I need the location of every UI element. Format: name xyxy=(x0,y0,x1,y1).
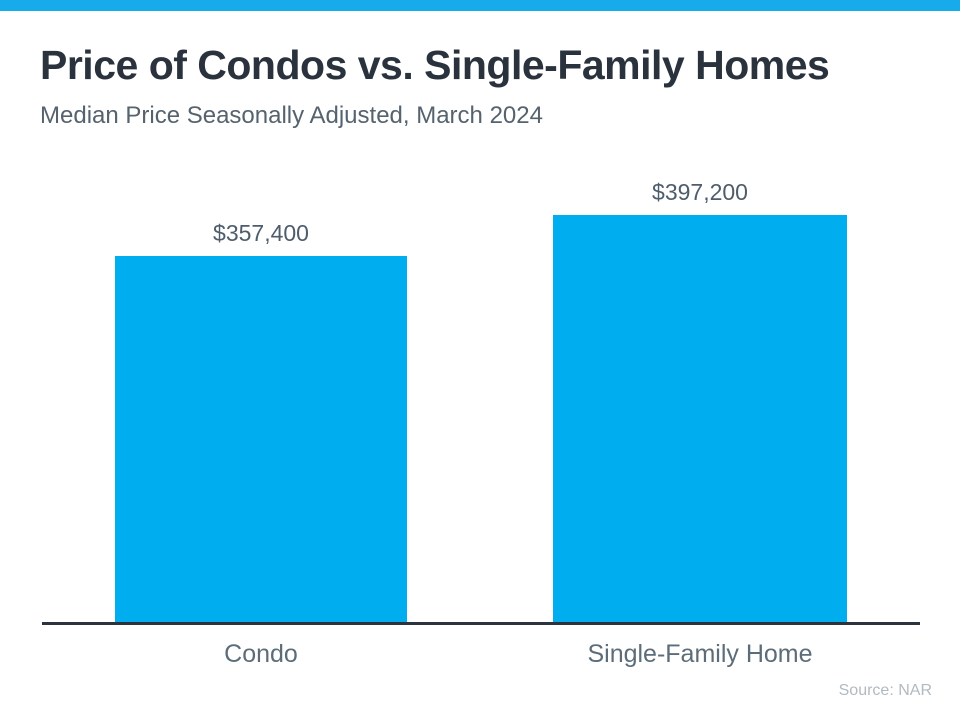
bar-group-condo: $357,400 xyxy=(115,220,407,624)
bar-chart: $357,400 $397,200 xyxy=(42,179,920,625)
bar-value-label-condo: $357,400 xyxy=(213,220,309,246)
bar-group-single-family-home: $397,200 xyxy=(553,179,847,624)
page-title: Price of Condos vs. Single-Family Homes xyxy=(40,42,830,88)
top-accent-bar xyxy=(0,0,960,11)
category-label-condo: Condo xyxy=(224,640,298,668)
page-subtitle: Median Price Seasonally Adjusted, March … xyxy=(40,102,543,129)
bar-single-family-home xyxy=(553,215,847,624)
bar-condo xyxy=(115,256,407,624)
source-attribution: Source: NAR xyxy=(838,682,932,699)
x-axis-line xyxy=(42,622,920,625)
bar-value-label-single-family-home: $397,200 xyxy=(652,179,748,205)
category-label-single-family-home: Single-Family Home xyxy=(587,640,813,668)
